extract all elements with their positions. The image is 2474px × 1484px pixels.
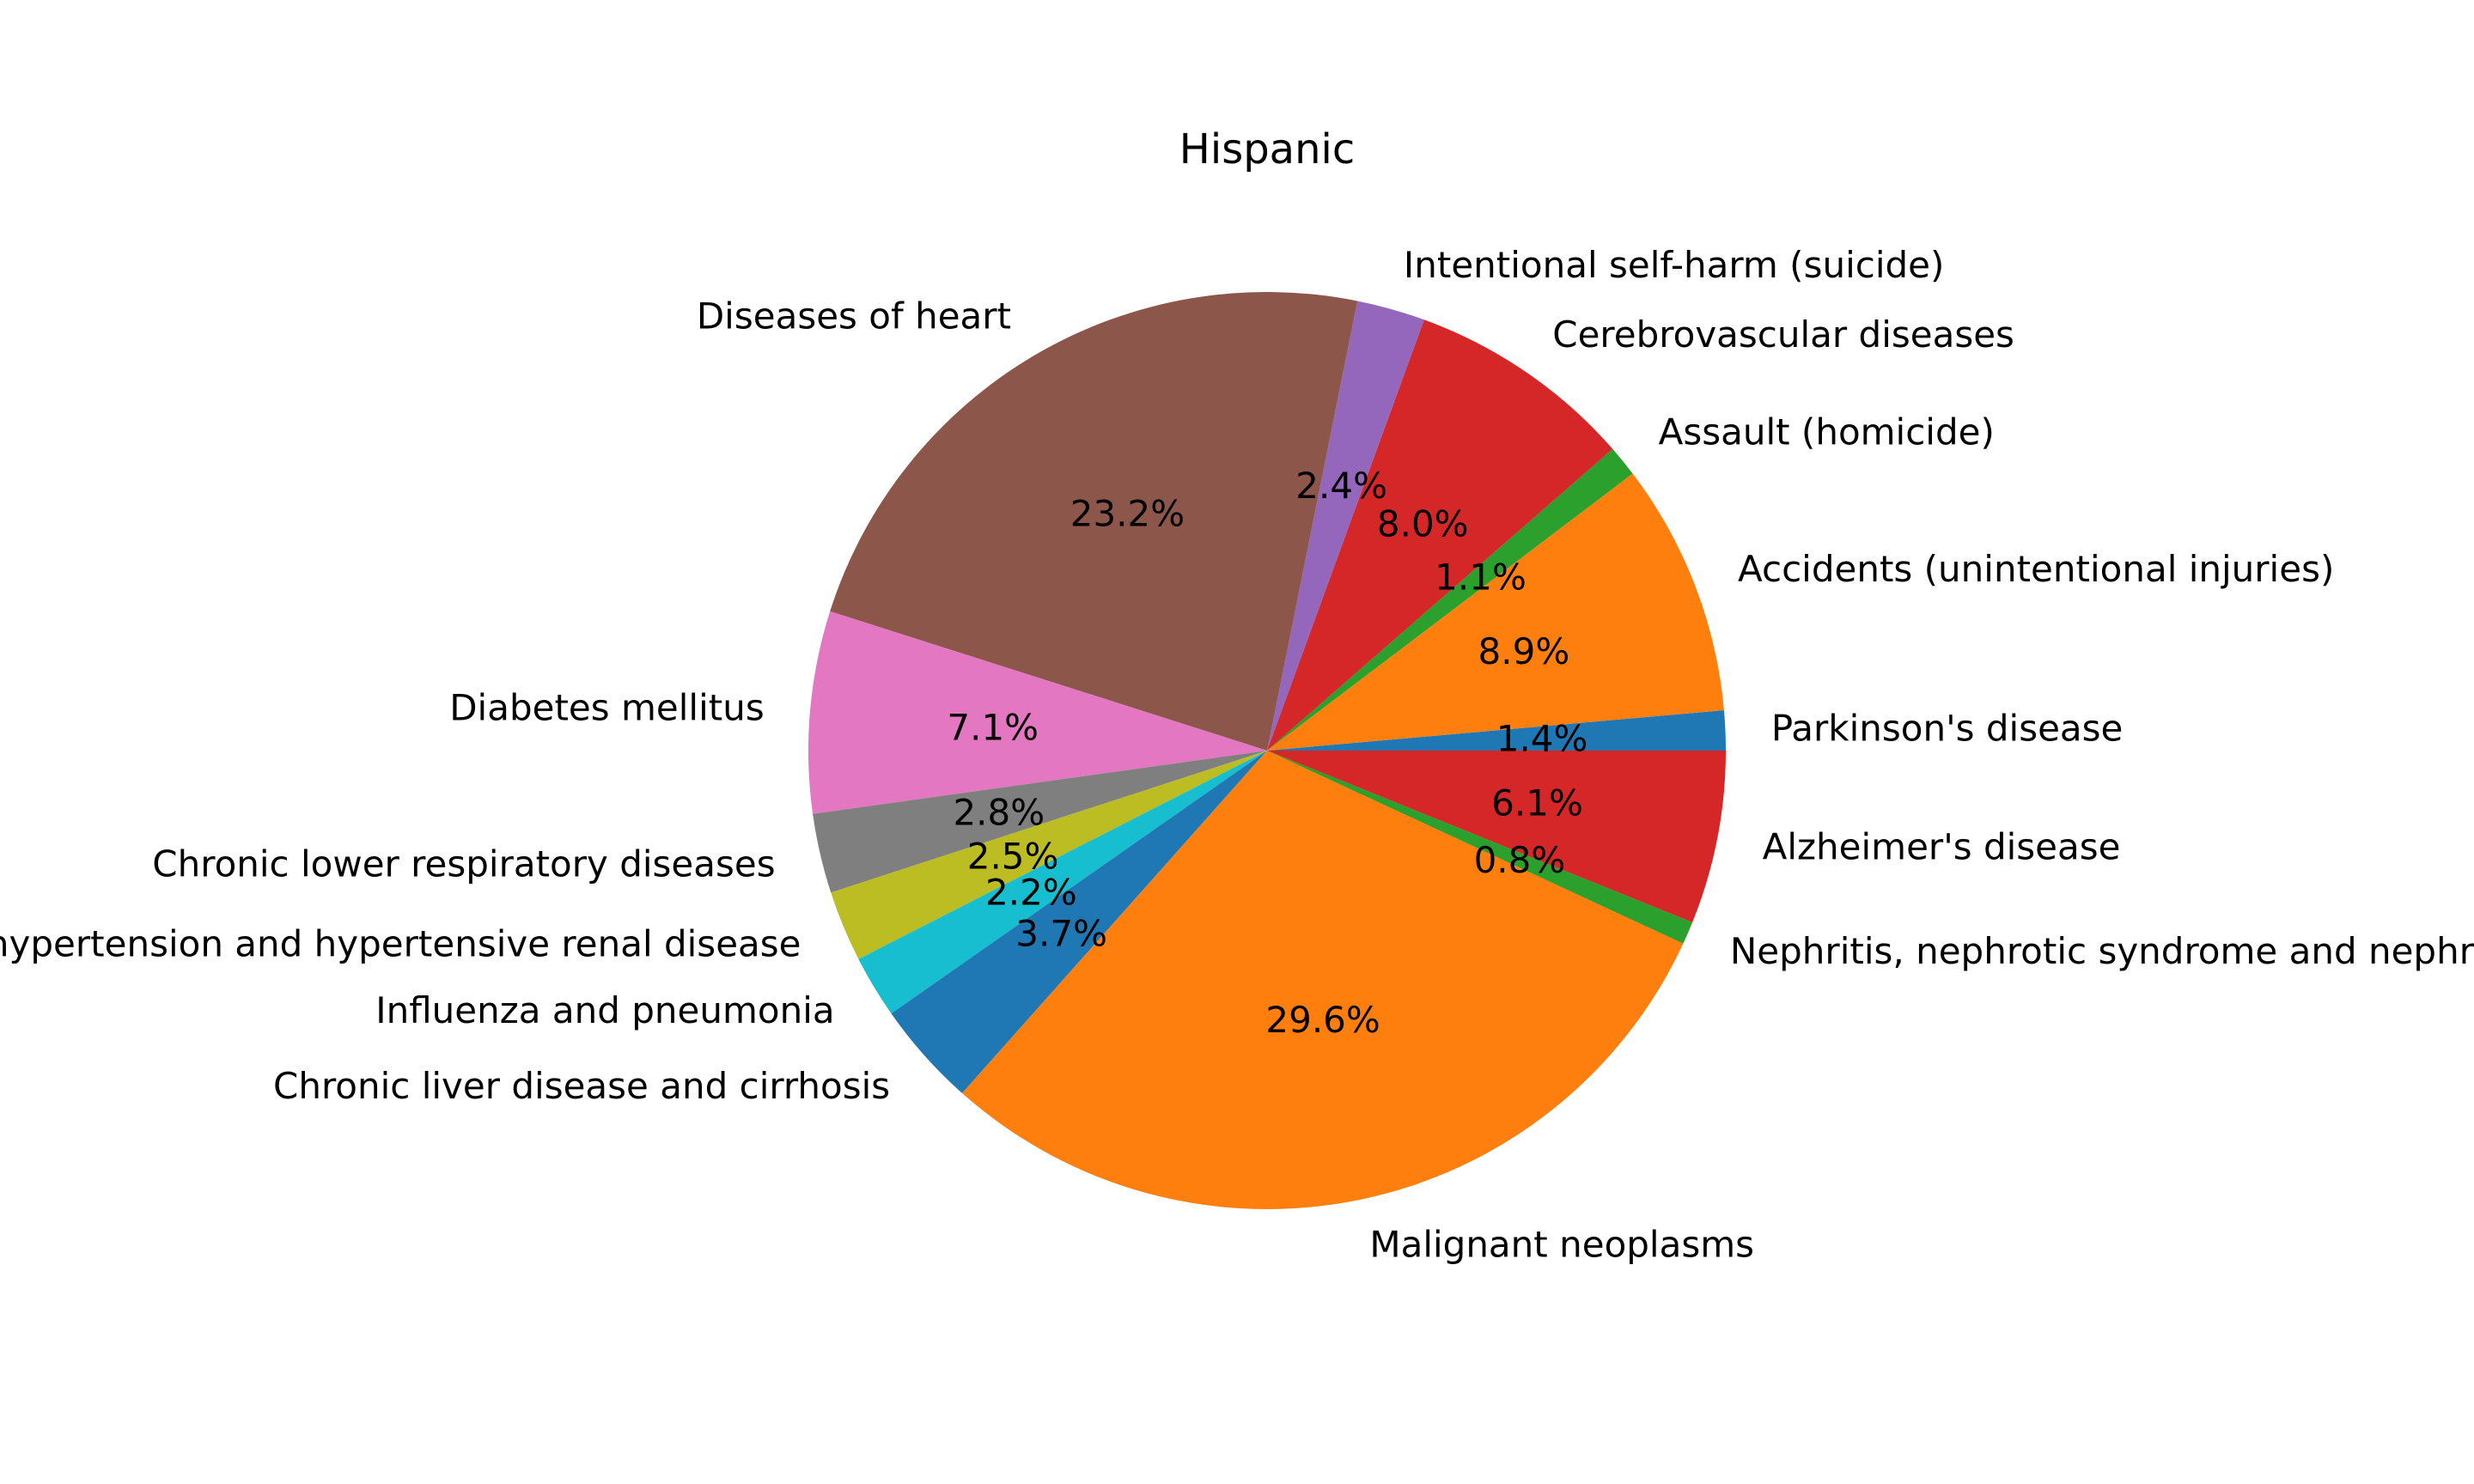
slice-accidents-unintentional-injuries (1267, 473, 1724, 751)
pct-label-chronic-liver-disease-and-cirrhosis: 3.7% (1015, 912, 1107, 954)
pie-slices (808, 292, 1726, 1210)
chart-title: Hispanic (1179, 125, 1355, 173)
slice-label-parkinson-s-disease: Parkinson's disease (1771, 708, 2124, 750)
slice-label-intentional-self-harm-suicide: Intentional self-harm (suicide) (1404, 244, 1945, 286)
slice-diseases-of-heart (830, 292, 1358, 751)
slice-influenza-and-pneumonia (858, 751, 1267, 1014)
percent-labels: 1.4% 8.9% 1.1% 8.0%2.4% 23.2% 7.1% 2.8%2.5%2.2… (947, 465, 1587, 1041)
slice-label-essential-hypertension-and-hypertensive-renal-disease: Essential hypertension and hypertensive … (0, 923, 801, 965)
slice-diabetes-mellitus (808, 611, 1267, 814)
slice-essential-hypertension-and-hypertensive-renal-disease (831, 751, 1267, 959)
pct-label-diseases-of-heart: 23.2% (1070, 492, 1185, 534)
slice-nephritis-nephrotic-syndrome-and-nephrosis (1267, 751, 1693, 944)
pct-label-parkinson-s-disease: 1.4% (1496, 717, 1588, 759)
slice-label-influenza-and-pneumonia: Influenza and pneumonia (375, 989, 834, 1031)
pct-label-cerebrovascular-diseases: 8.0% (1377, 502, 1469, 544)
slice-label-nephritis-nephrotic-syndrome-and-nephrosis: Nephritis, nephrotic syndrome and nephro… (1730, 930, 2474, 972)
pct-label-alzheimer-s-disease: 6.1% (1491, 782, 1583, 824)
slice-intentional-self-harm-suicide (1267, 301, 1424, 751)
pct-label-accidents-unintentional-injuries: 8.9% (1478, 630, 1570, 672)
pct-label-intentional-self-harm-suicide: 2.4% (1295, 465, 1387, 507)
slice-chronic-lower-respiratory-diseases (813, 751, 1267, 893)
slice-label-diseases-of-heart: Diseases of heart (697, 295, 1011, 337)
slice-label-chronic-lower-respiratory-diseases: Chronic lower respiratory diseases (152, 842, 775, 885)
slice-label-malignant-neoplasms: Malignant neoplasms (1369, 1224, 1754, 1266)
slice-label-chronic-liver-disease-and-cirrhosis: Chronic liver disease and cirrhosis (273, 1065, 890, 1107)
slice-malignant-neoplasms (962, 751, 1684, 1210)
slice-alzheimer-s-disease (1267, 751, 1726, 923)
pct-label-nephritis-nephrotic-syndrome-and-nephrosis: 0.8% (1474, 839, 1566, 881)
pct-label-chronic-lower-respiratory-diseases: 2.8% (953, 791, 1045, 833)
slice-label-alzheimer-s-disease: Alzheimer's disease (1763, 826, 2121, 868)
pct-label-diabetes-mellitus: 7.1% (947, 706, 1039, 748)
slice-parkinson-s-disease (1267, 709, 1726, 751)
slice-chronic-liver-disease-and-cirrhosis (891, 751, 1267, 1093)
slice-assault-homicide (1267, 448, 1633, 751)
pct-label-essential-hypertension-and-hypertensive-renal-disease: 2.5% (967, 835, 1059, 877)
pct-label-assault-homicide: 1.1% (1435, 556, 1526, 598)
slice-label-accidents-unintentional-injuries: Accidents (unintentional injuries) (1738, 548, 2334, 590)
slice-label-assault-homicide: Assault (homicide) (1659, 411, 1995, 453)
pct-label-malignant-neoplasms: 29.6% (1265, 999, 1380, 1041)
slice-label-diabetes-mellitus: Diabetes mellitus (449, 687, 765, 729)
slice-label-cerebrovascular-diseases: Cerebrovascular diseases (1552, 313, 2014, 356)
slice-cerebrovascular-diseases (1267, 319, 1613, 751)
pct-label-influenza-and-pneumonia: 2.2% (985, 872, 1077, 914)
category-labels: Parkinson's disease Accidents (unintentio… (0, 244, 2474, 1266)
